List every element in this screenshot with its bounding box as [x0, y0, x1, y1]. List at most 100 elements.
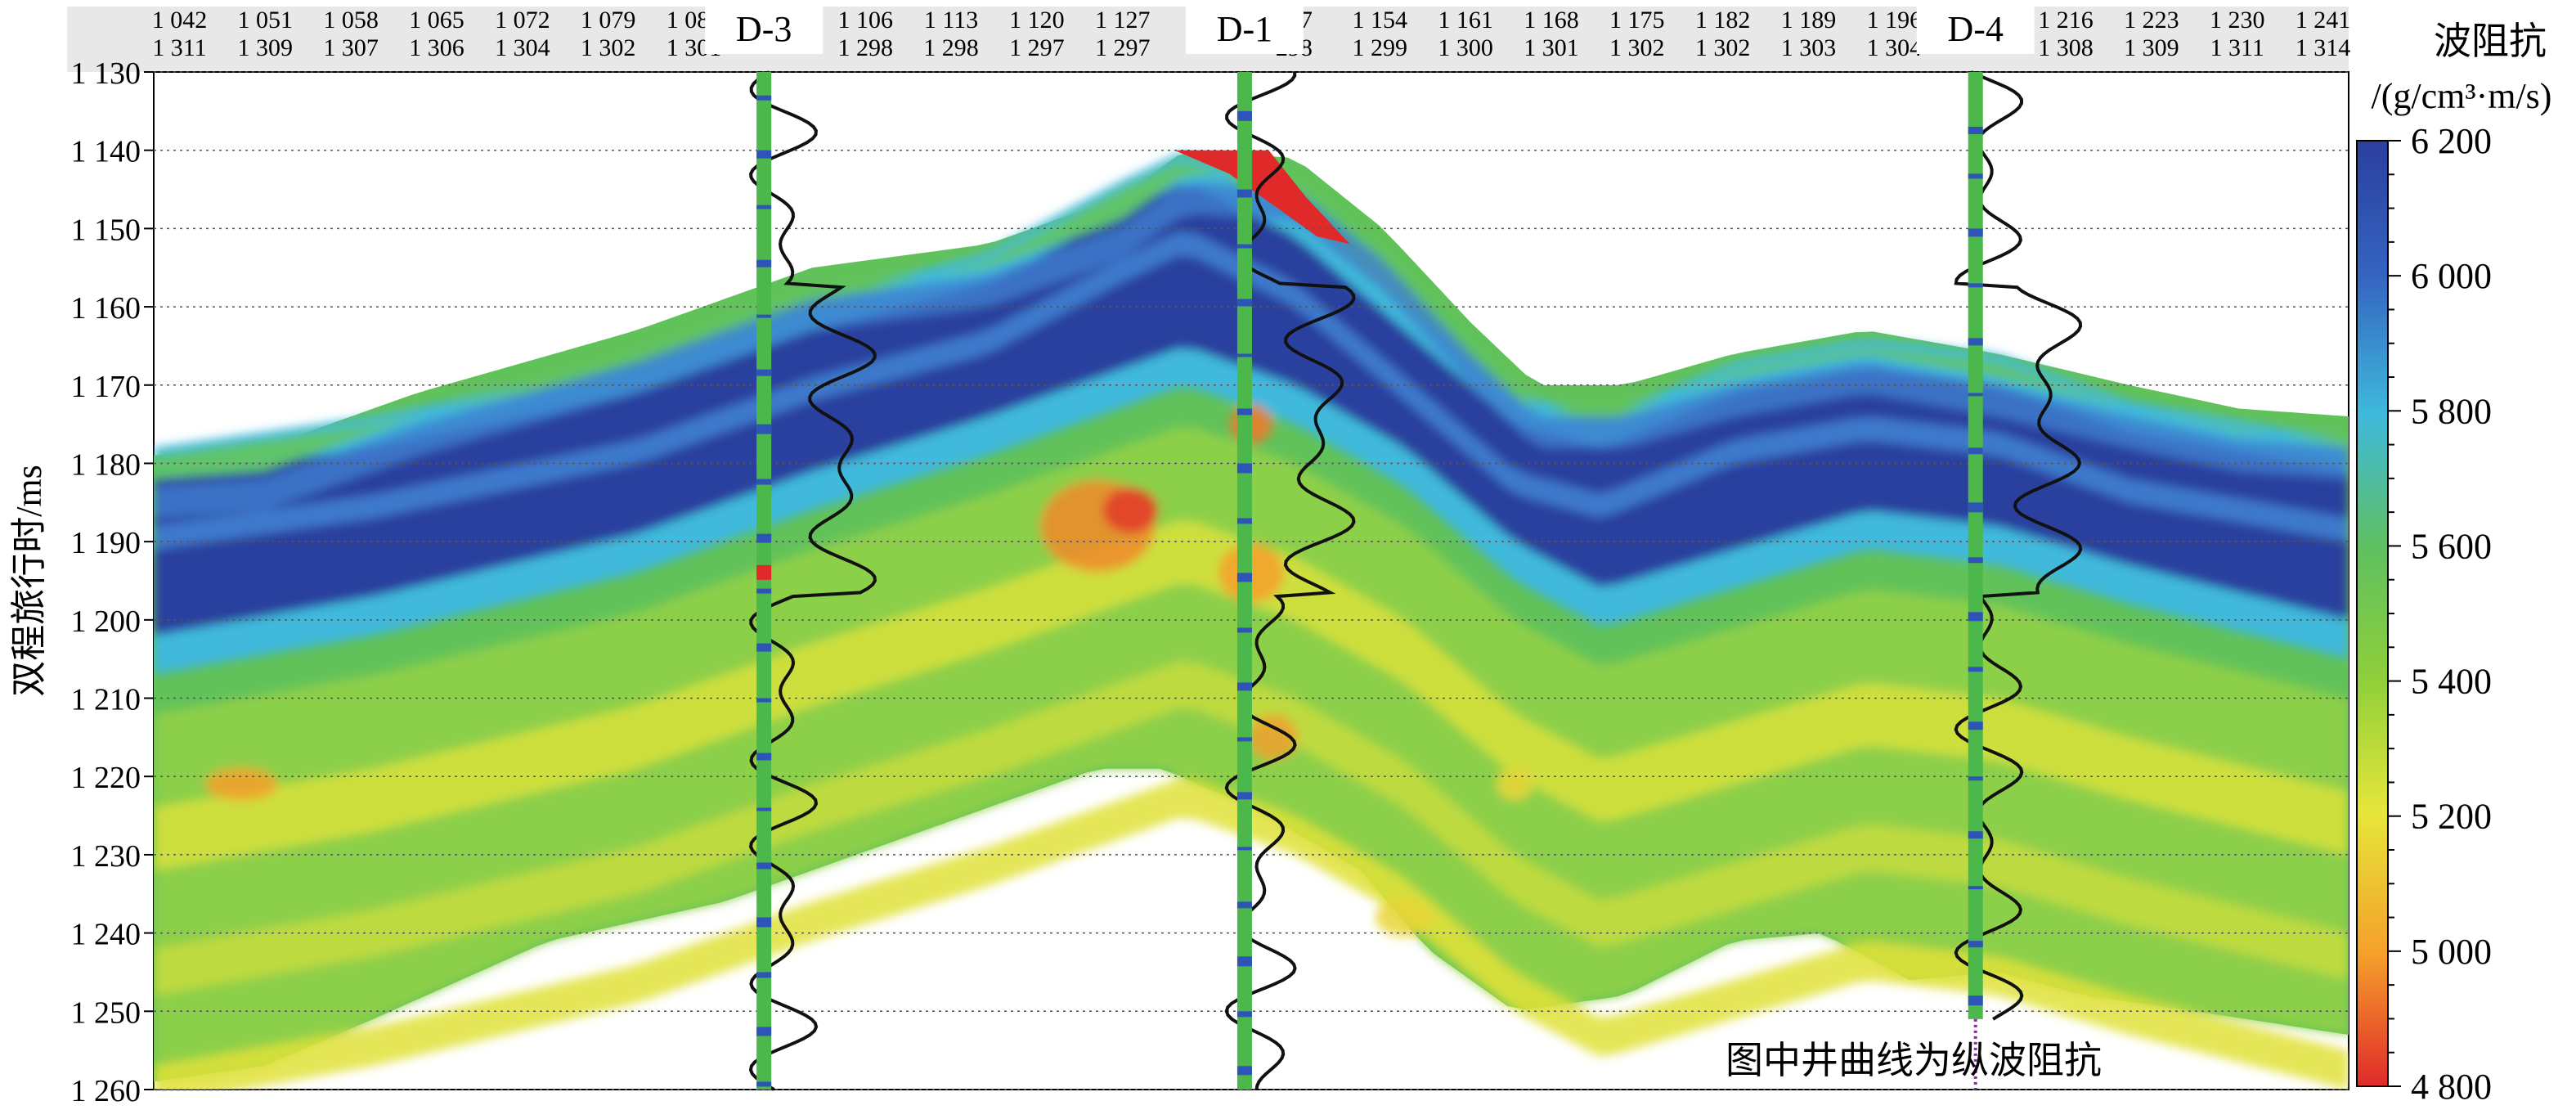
well-blue-layer	[1236, 627, 1252, 633]
colorbar-tick-label: 5 200	[2411, 797, 2492, 837]
well-blue-layer	[1968, 831, 1983, 839]
well-label: D-4	[1948, 9, 2004, 49]
well-blue-layer	[1236, 189, 1252, 198]
trace-header-bottom: 1 314	[2296, 34, 2351, 61]
trace-header-top: 1 113	[924, 7, 978, 34]
well-blue-layer	[1968, 612, 1983, 622]
y-tick-label: 1 180	[71, 447, 141, 482]
trace-header-top: 1 168	[1524, 7, 1579, 34]
well-blue-layer	[1236, 1011, 1252, 1018]
trace-header-bottom: 1 297	[1095, 34, 1151, 61]
trace-header-bottom: 1 301	[1524, 34, 1579, 61]
well-blue-layer	[1968, 776, 1983, 781]
trace-header-bottom: 1 311	[2210, 34, 2264, 61]
well-blue-layer	[1968, 338, 1983, 346]
blue-band	[154, 185, 2349, 636]
trace-header-top: 1 189	[1781, 7, 1837, 34]
well-blue-layer	[1236, 956, 1252, 967]
trace-header-top: 1 196	[1867, 7, 1923, 34]
trace-header-top: 1 182	[1695, 7, 1751, 34]
trace-header-bottom: 1 299	[1353, 34, 1408, 61]
trace-header-top: 1 127	[1095, 7, 1151, 34]
trace-header-bottom: 1 309	[2124, 34, 2179, 61]
trace-header-top: 1 072	[495, 7, 550, 34]
y-tick-label: 1 250	[71, 995, 141, 1030]
colorbar-tick-label: 6 200	[2411, 121, 2492, 161]
well-blue-layer	[1236, 1066, 1252, 1076]
well-blue-layer	[1968, 941, 1983, 948]
trace-header-bottom: 1 303	[1781, 34, 1837, 61]
y-tick-label: 1 170	[71, 370, 141, 404]
well-blue-layer	[756, 259, 772, 267]
well-blue-layer	[1968, 173, 1983, 179]
well-blue-layer	[1236, 682, 1252, 691]
trace-header-top: 1 241	[2296, 7, 2351, 34]
y-tick-label: 1 160	[71, 291, 141, 326]
trace-header-bottom: 1 304	[1867, 34, 1923, 61]
trace-header-top: 1 106	[837, 7, 893, 34]
trace-header-bottom: 1 308	[2038, 34, 2094, 61]
cyan-halo	[154, 153, 2349, 675]
trace-header-top: 1 065	[409, 7, 464, 34]
annotation-note: 图中井曲线为纵波阻抗	[1726, 1040, 2102, 1081]
trace-header-top: 1 042	[152, 7, 208, 34]
well-blue-layer	[756, 917, 772, 928]
y-tick-label: 1 240	[71, 918, 141, 952]
trace-header-top: 1 230	[2210, 7, 2265, 34]
colorbar-tick-label: 5 600	[2411, 526, 2492, 566]
trace-header-top: 1 058	[323, 7, 379, 34]
well-blue-layer	[1968, 721, 1983, 730]
trace-header-bottom: 1 309	[238, 34, 294, 61]
well-blue-layer	[1968, 447, 1983, 455]
well-blue-layer	[1236, 573, 1252, 582]
well-blue-layer	[1968, 283, 1983, 288]
well-blue-layer	[756, 643, 772, 652]
well-blue-layer	[756, 204, 772, 209]
well-blue-layer	[756, 753, 772, 761]
y-tick-label: 1 190	[71, 526, 141, 560]
well-blue-layer	[1236, 299, 1252, 307]
impedance-anomaly	[1102, 487, 1159, 533]
well-blue-layer	[756, 588, 772, 594]
colorbar-tick-label: 4 800	[2411, 1067, 2492, 1107]
well-blue-layer	[1968, 557, 1983, 564]
trace-header-bottom: 1 311	[152, 34, 206, 61]
well-blue-layer	[756, 369, 772, 376]
well-blue-layer	[756, 95, 772, 101]
colorbar-ticks: 6 200 6 000 5 800 5 600 5 400 5 200 5 000 4 800	[2388, 121, 2492, 1107]
y-tick-label: 1 260	[71, 1074, 141, 1108]
well-label: D-3	[736, 9, 792, 49]
colorbar-tick-label: 5 400	[2411, 662, 2492, 702]
colorbar-tick-label: 5 800	[2411, 391, 2492, 431]
colorbar-title: 波阻抗	[2434, 20, 2547, 62]
well-blue-layer	[756, 533, 772, 543]
well-red-layer	[756, 564, 772, 580]
well-blue-layer	[1968, 393, 1983, 397]
colorbar-unit: /(g/cm³·m/s)	[2372, 76, 2552, 116]
y-tick-label: 1 220	[71, 761, 141, 795]
well-blue-layer	[1236, 110, 1252, 121]
well-blue-layer	[756, 1027, 772, 1036]
impedance-anomaly	[1497, 767, 1533, 801]
well-blue-layer	[1968, 126, 1983, 134]
y-tick-label: 1 140	[71, 135, 141, 169]
trace-header-top: 1 216	[2038, 7, 2094, 34]
trace-header-bottom: 1 307	[323, 34, 379, 61]
well-blue-layer	[1968, 502, 1983, 513]
trace-header-bottom: 1 304	[495, 34, 550, 61]
yellow-streak	[154, 779, 2349, 1090]
trace-header-bottom: 1 302	[1695, 34, 1751, 61]
trace-header-bottom: 1 302	[1609, 34, 1665, 61]
well-label-box	[1916, 7, 2035, 54]
well-blue-layer	[756, 972, 772, 978]
well-blue-layer	[1968, 886, 1983, 890]
trace-header-top: 1 120	[1009, 7, 1065, 34]
well-logs: D-3 D-1 D-4	[705, 7, 2083, 1091]
trace-header-bottom: 1 297	[1009, 34, 1065, 61]
trace-header-top: 1 079	[581, 7, 636, 34]
well-column	[1968, 72, 1983, 1019]
trace-header-top: 1 161	[1438, 7, 1493, 34]
trace-header-top: 1 175	[1609, 7, 1665, 34]
well-label-box	[1185, 7, 1304, 54]
